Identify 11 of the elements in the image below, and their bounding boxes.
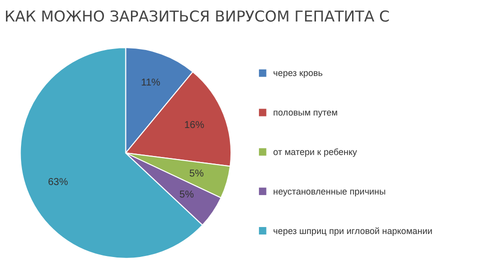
data-label: 63%: [48, 177, 68, 188]
data-label: 11%: [141, 77, 160, 88]
data-label: 16%: [184, 120, 204, 132]
legend-label: через кровь: [273, 68, 324, 78]
legend-label: неустановленные причины: [273, 186, 386, 196]
legend-label: через шприц при игловой наркомании: [273, 226, 432, 236]
data-label: 5%: [179, 189, 194, 200]
chart-title: КАК МОЖНО ЗАРАЗИТЬСЯ ВИРУСОМ ГЕПАТИТА С: [4, 8, 390, 26]
legend-label: от матери к ребенку: [273, 146, 358, 157]
legend-label: половым путем: [273, 108, 338, 118]
data-label: 5%: [189, 168, 204, 180]
